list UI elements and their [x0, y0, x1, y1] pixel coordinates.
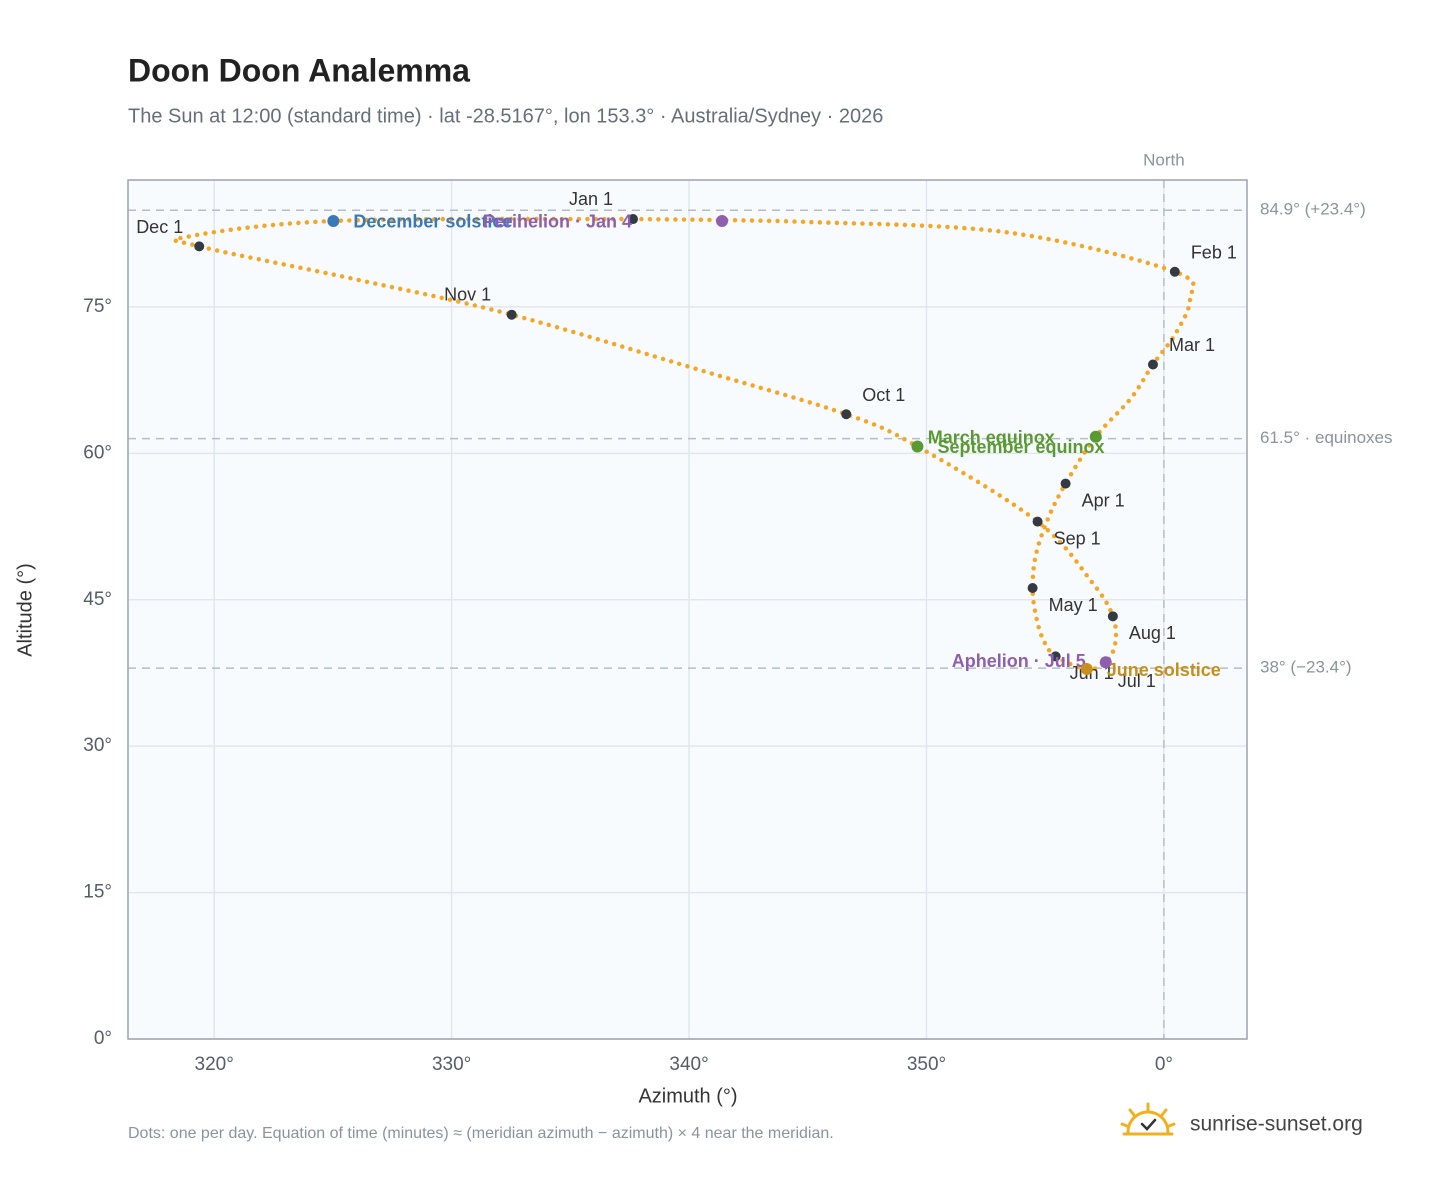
y-axis-label: Altitude (°) [14, 563, 36, 657]
event-dot [1089, 430, 1102, 443]
month-label: Dec 1 [136, 217, 183, 237]
x-tick-label: 320° [195, 1054, 234, 1075]
month-dot [1027, 583, 1038, 594]
reference-label: 38° (−23.4°) [1260, 658, 1352, 677]
month-dot [1060, 478, 1071, 489]
month-label: Mar 1 [1169, 335, 1215, 355]
month-dot [194, 241, 205, 252]
month-dot [1032, 516, 1043, 527]
reference-label: 84.9° (+23.4°) [1260, 200, 1366, 219]
y-tick-label: 75° [83, 296, 112, 317]
event-dot [1080, 663, 1093, 676]
chart-title: Doon Doon Analemma [128, 52, 470, 88]
y-tick-label: 0° [94, 1028, 112, 1049]
month-dot [1147, 359, 1158, 370]
y-tick-label: 15° [83, 882, 112, 903]
brand-name: sunrise-sunset.org [1190, 1113, 1363, 1136]
event-dot [716, 214, 729, 227]
y-tick-label: 30° [83, 735, 112, 756]
month-dot [628, 214, 639, 225]
month-label: May 1 [1049, 595, 1098, 615]
month-label: Nov 1 [444, 284, 491, 304]
event-dot [327, 214, 340, 227]
reference-label: 61.5° · equinoxes [1260, 428, 1393, 447]
event-dot [1099, 656, 1112, 669]
x-tick-label: 340° [669, 1054, 708, 1075]
plot-border [127, 179, 1248, 1040]
x-tick-label: 0° [1155, 1054, 1173, 1075]
marks: Jan 1 Feb 1 Mar 1 Apr 1 May 1 Jun 1 Jul 1 Aug 1… [136, 189, 1237, 691]
month-dot [1169, 266, 1180, 277]
event-label: September equinox [937, 437, 1104, 457]
month-label: Jan 1 [569, 189, 613, 209]
month-dot [841, 409, 852, 420]
event-label: Aphelion · Jul 5 [952, 651, 1086, 671]
month-label: Oct 1 [862, 385, 905, 405]
event-dot [911, 440, 924, 453]
x-axis-label: Azimuth (°) [638, 1085, 737, 1107]
daily-dots [172, 216, 1196, 672]
chart-subtitle: The Sun at 12:00 (standard time) · lat -… [128, 105, 883, 127]
grid [128, 180, 1247, 1040]
event-label: March equinox [928, 427, 1055, 447]
brand-logo [1120, 1102, 1176, 1136]
north-label: North [1143, 150, 1185, 169]
month-label: Jul 1 [1118, 671, 1156, 691]
x-tick-label: 330° [432, 1054, 471, 1075]
month-label: Sep 1 [1054, 528, 1101, 548]
event-label: Perihelion · Jan 4 [483, 212, 632, 232]
month-label: Apr 1 [1082, 490, 1125, 510]
month-label: Aug 1 [1129, 623, 1176, 643]
event-label: December solstice [353, 212, 512, 232]
month-dot [506, 309, 517, 320]
month-label: Jun 1 [1070, 663, 1114, 683]
footnote: Dots: one per day. Equation of time (min… [128, 1125, 834, 1142]
plot-area [128, 180, 1247, 1039]
month-label: Feb 1 [1191, 243, 1237, 263]
event-label: June solstice [1107, 660, 1221, 680]
y-tick-label: 60° [83, 442, 112, 463]
month-dot [1107, 611, 1118, 622]
y-tick-label: 45° [83, 589, 112, 610]
month-dot [1050, 651, 1061, 662]
x-tick-label: 350° [907, 1054, 946, 1075]
